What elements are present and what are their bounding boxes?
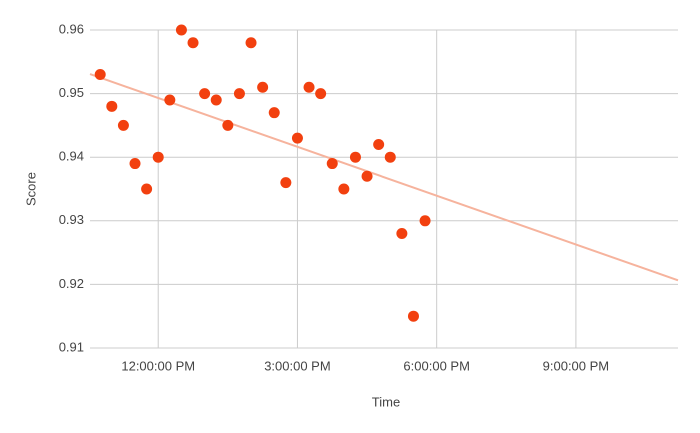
point bbox=[384, 151, 396, 163]
point bbox=[303, 81, 315, 93]
point bbox=[396, 228, 408, 240]
x-tick-label: 3:00:00 PM bbox=[264, 358, 331, 373]
point bbox=[373, 138, 385, 150]
point bbox=[268, 107, 280, 119]
y-tick-label: 0.94 bbox=[59, 149, 84, 164]
point bbox=[326, 158, 338, 170]
y-axis-title: Score bbox=[23, 172, 38, 206]
point bbox=[280, 177, 292, 189]
point bbox=[210, 94, 222, 106]
x-tick-label: 9:00:00 PM bbox=[543, 358, 610, 373]
point bbox=[338, 183, 350, 195]
x-tick-label: 6:00:00 PM bbox=[403, 358, 470, 373]
point bbox=[129, 158, 141, 170]
point bbox=[199, 88, 211, 100]
point bbox=[117, 119, 129, 131]
y-tick-label: 0.92 bbox=[59, 276, 84, 291]
point bbox=[106, 100, 118, 112]
y-tick-label: 0.95 bbox=[59, 85, 84, 100]
y-tick-label: 0.96 bbox=[59, 21, 84, 36]
point bbox=[291, 132, 303, 144]
x-tick-label: 12:00:00 PM bbox=[121, 358, 195, 373]
y-tick-label: 0.91 bbox=[59, 339, 84, 354]
y-tick-label: 0.93 bbox=[59, 212, 84, 227]
point bbox=[141, 183, 153, 195]
point bbox=[315, 88, 327, 100]
point bbox=[175, 24, 187, 36]
point bbox=[407, 310, 419, 322]
point bbox=[233, 88, 245, 100]
point bbox=[222, 119, 234, 131]
x-axis-title: Time bbox=[372, 394, 400, 409]
point bbox=[164, 94, 176, 106]
point bbox=[349, 151, 361, 163]
point bbox=[245, 37, 257, 49]
point bbox=[187, 37, 199, 49]
point bbox=[257, 81, 269, 93]
trendline bbox=[89, 73, 679, 282]
point bbox=[419, 215, 431, 227]
point bbox=[361, 170, 373, 182]
point bbox=[152, 151, 164, 163]
point bbox=[94, 69, 106, 81]
